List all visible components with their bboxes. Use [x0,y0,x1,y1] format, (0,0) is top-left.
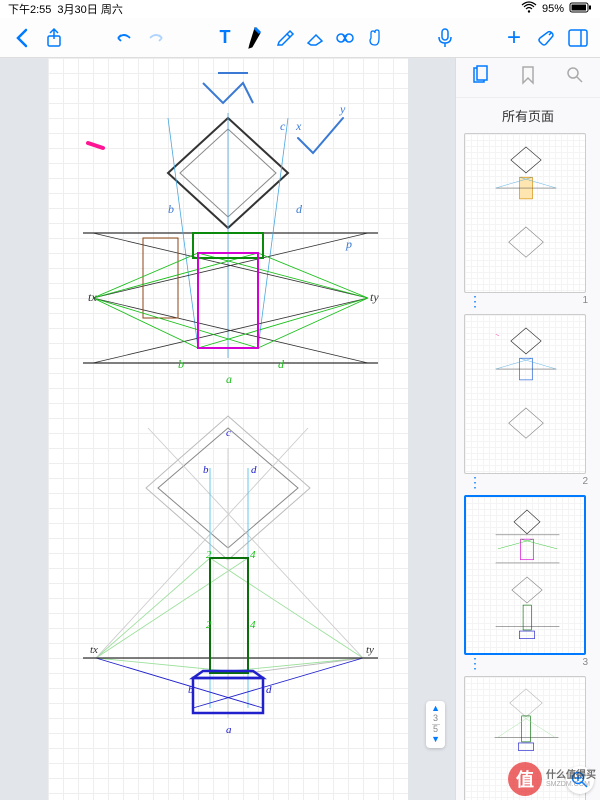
svg-text:x: x [295,119,302,133]
svg-text:b: b [188,684,194,696]
svg-text:ty: ty [366,644,374,656]
svg-text:d: d [296,202,303,216]
thumb-number: 1 [582,295,588,306]
thumb-menu-3[interactable]: ⋮ [468,658,482,668]
svg-text:b: b [203,464,209,476]
svg-text:d: d [251,464,257,476]
redo-button[interactable] [142,24,170,52]
drawing-page[interactable]: txtyabdbdcxyptxtyabdcbd2424 [48,58,408,800]
mic-button[interactable] [431,24,459,52]
back-button[interactable] [8,24,36,52]
watermark: 值 什么值得买 SMZDM.COM [508,762,596,796]
battery-icon [570,2,592,16]
text-tool[interactable]: T [211,24,239,52]
battery-pct: 95% [542,3,564,15]
status-bar: 下午2:55 3月30日 周六 95% [0,0,600,18]
svg-text:tx: tx [90,644,98,656]
share-button[interactable] [40,24,68,52]
hand-tool[interactable] [361,24,389,52]
eraser-tool[interactable] [301,24,329,52]
main-area: txtyabdbdcxyptxtyabdcbd2424 所有页面 ⋮1⋮2⋮3⋮… [0,58,600,800]
undo-button[interactable] [110,24,138,52]
svg-text:2: 2 [206,549,212,561]
svg-text:b: b [168,202,174,216]
svg-text:tx: tx [88,290,97,304]
svg-text:y: y [339,102,346,116]
svg-text:a: a [226,372,232,386]
status-time: 下午2:55 [8,1,51,17]
highlighter-tool[interactable] [271,24,299,52]
thumbnails-list[interactable]: ⋮1⋮2⋮3⋮4 [456,133,600,800]
svg-text:ty: ty [370,290,379,304]
svg-text:c: c [226,427,231,439]
svg-text:d: d [278,357,285,371]
pages-tab[interactable] [468,62,494,93]
drawing-canvas: txtyabdbdcxyptxtyabdcbd2424 [48,58,408,798]
lasso-tool[interactable] [331,24,359,52]
search-tab[interactable] [562,62,588,93]
svg-text:p: p [345,237,352,251]
settings-button[interactable] [532,24,560,52]
thumb-menu-1[interactable]: ⋮ [468,296,482,306]
pen-tool[interactable] [241,24,269,52]
thumb-menu-2[interactable]: ⋮ [468,477,482,487]
sidebar-title: 所有页面 [456,98,600,133]
wifi-icon [522,2,536,16]
bookmarks-tab[interactable] [517,62,539,93]
page-thumbnail-1[interactable] [464,133,586,293]
svg-text:a: a [226,724,232,736]
thumb-number: 3 [582,657,588,668]
svg-text:c: c [280,119,286,133]
canvas-area[interactable]: txtyabdbdcxyptxtyabdcbd2424 [0,58,455,800]
svg-text:2: 2 [206,619,212,631]
add-button[interactable]: + [500,24,528,52]
page-thumbnail-3[interactable] [464,495,586,655]
page-scroll-indicator: ▲ 3 5 ▼ [426,701,445,748]
main-toolbar: T + [0,18,600,58]
panel-button[interactable] [564,24,592,52]
svg-text:d: d [266,684,272,696]
page-thumbnail-2[interactable] [464,314,586,474]
svg-text:4: 4 [250,619,256,631]
svg-text:4: 4 [250,549,256,561]
thumb-number: 2 [582,476,588,487]
status-date: 3月30日 周六 [57,1,122,17]
svg-text:b: b [178,357,184,371]
pages-sidebar: 所有页面 ⋮1⋮2⋮3⋮4 [455,58,600,800]
